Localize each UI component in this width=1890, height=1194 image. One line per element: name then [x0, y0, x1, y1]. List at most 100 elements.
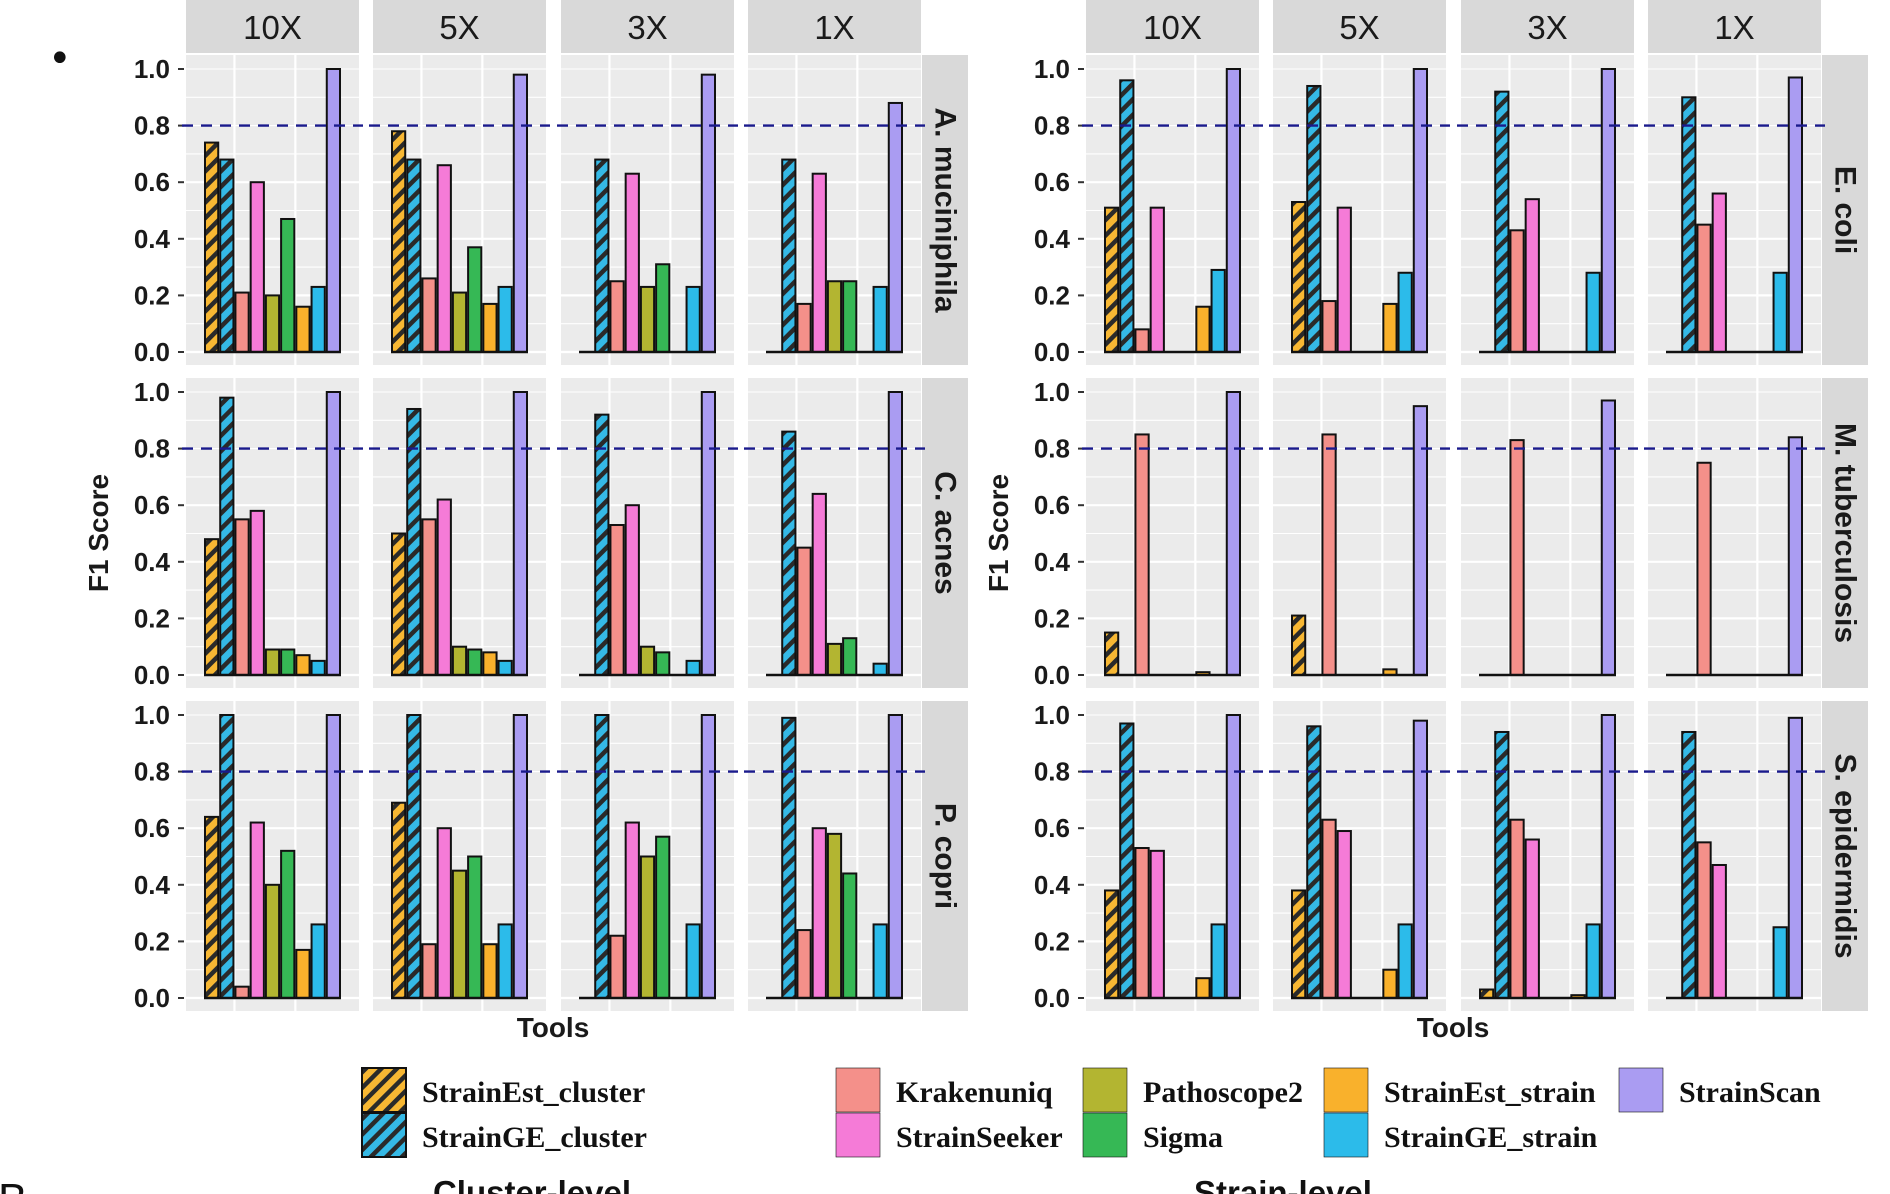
bar-strainge-strain — [872, 662, 888, 676]
facet-panel — [557, 378, 738, 688]
y-tick-label: 0.4 — [134, 870, 171, 900]
legend-swatch — [835, 1067, 881, 1113]
y-tick-label: 0.4 — [134, 224, 171, 254]
bar-strainest-cluster — [1104, 889, 1120, 1000]
species-label: P. copri — [929, 803, 962, 909]
bar-strainscan — [1225, 391, 1242, 676]
coverage-strip — [748, 0, 921, 53]
bar-strainest-strain — [1195, 305, 1211, 353]
bar-strainge-strain — [1585, 923, 1601, 999]
bar-krakenuniq — [234, 985, 250, 999]
y-tick-label: 0.4 — [1034, 547, 1071, 577]
bar-strainscan — [1600, 68, 1617, 353]
bar-sigma — [467, 648, 483, 677]
facet-panel — [1644, 701, 1825, 1011]
bar-strainseeker — [1711, 192, 1727, 353]
bar-pathoscope2 — [639, 285, 656, 353]
coverage-strip — [1086, 0, 1259, 53]
bar-strainscan — [1225, 714, 1242, 999]
y-tick-label: 1.0 — [1034, 377, 1070, 407]
y-tick-label: 0.0 — [134, 983, 170, 1013]
bar-krakenuniq — [1509, 439, 1525, 676]
bar-strainge-strain — [310, 659, 326, 676]
bar-strainge-strain — [310, 923, 326, 999]
legend-swatch — [835, 1112, 881, 1158]
y-tick-label: 0.4 — [134, 547, 171, 577]
bar-krakenuniq — [421, 277, 437, 354]
facet-panel — [369, 378, 550, 688]
bar-strainscan — [512, 714, 528, 999]
legend-item-strainge-cluster: StrainGE_cluster — [361, 1112, 647, 1158]
y-tick-label: 0.8 — [1034, 111, 1070, 141]
bar-strainscan — [325, 68, 341, 353]
y-tick-label: 0.0 — [134, 660, 170, 690]
bar-krakenuniq — [1696, 223, 1712, 353]
bar-strainge-cluster — [406, 714, 422, 999]
bar-sigma — [280, 849, 296, 1000]
bar-pathoscope2 — [451, 645, 468, 677]
coverage-label: 10X — [1143, 9, 1202, 46]
bar-strainseeker — [1336, 830, 1352, 1000]
bar-strainscan — [700, 714, 716, 999]
species-label: E. coli — [1829, 166, 1862, 254]
bar-krakenuniq — [796, 929, 812, 1000]
bar-strainseeker — [436, 827, 452, 1000]
bar-strainest-cluster — [391, 130, 407, 353]
y-tick-label: 0.8 — [134, 434, 170, 464]
bar-strainge-cluster — [219, 396, 235, 676]
y-tick-label: 0.8 — [134, 111, 170, 141]
coverage-label: 5X — [1339, 9, 1379, 46]
bar-strainge-cluster — [594, 714, 610, 999]
bar-strainscan — [512, 391, 528, 676]
legend-label: StrainGE_cluster — [422, 1121, 647, 1154]
bar-sigma — [280, 648, 296, 677]
bar-sigma — [467, 855, 483, 999]
y-axis-title: F1 Score — [83, 474, 114, 592]
bar-strainseeker — [249, 181, 265, 353]
facet-panel — [744, 55, 925, 365]
bar-strainscan — [887, 101, 903, 353]
bar-strainge-strain — [497, 285, 513, 353]
bullet-mark: • — [48, 36, 72, 82]
species-strip — [922, 55, 968, 365]
bar-strainge-strain — [685, 923, 701, 999]
x-axis-title: Tools — [517, 1012, 590, 1043]
legend-label: Krakenuniq — [896, 1076, 1053, 1109]
bar-strainest-strain — [482, 302, 498, 354]
bar-krakenuniq — [609, 524, 625, 677]
section-label-strain: Strain-level — [1194, 1174, 1372, 1194]
bar-sigma — [842, 280, 858, 353]
bar-strainscan — [700, 391, 716, 676]
coverage-strip — [373, 0, 546, 53]
bar-krakenuniq — [234, 518, 250, 676]
bar-strainge-cluster — [781, 158, 797, 353]
y-tick-label: 0.8 — [134, 757, 170, 787]
y-tick-label: 0.2 — [1034, 926, 1070, 956]
y-tick-label: 0.2 — [134, 280, 170, 310]
bar-pathoscope2 — [826, 832, 843, 999]
species-label: M. tuberculosis — [1829, 423, 1862, 643]
y-tick-label: 0.6 — [134, 490, 170, 520]
bar-sigma — [655, 263, 671, 353]
bar-krakenuniq — [1509, 229, 1525, 353]
bar-sigma — [655, 651, 671, 676]
bar-strainseeker — [249, 821, 265, 999]
facet-panel — [1269, 378, 1450, 688]
bar-krakenuniq — [234, 291, 250, 354]
y-tick-label: 0.0 — [134, 337, 170, 367]
bar-pathoscope2 — [639, 645, 656, 677]
species-strip — [922, 701, 968, 1011]
bar-strainscan — [325, 391, 341, 676]
legend-swatch — [1082, 1067, 1128, 1113]
y-tick-label: 0.2 — [134, 603, 170, 633]
facet-panel — [369, 701, 550, 1011]
bar-strainscan — [1412, 405, 1429, 676]
bar-strainest-cluster — [391, 801, 407, 999]
bar-strainest-strain — [295, 654, 311, 677]
bar-strainge-cluster — [1119, 722, 1135, 999]
bar-strainseeker — [1711, 863, 1727, 999]
bar-strainscan — [1412, 68, 1429, 353]
legend-item-pathoscope2: Pathoscope2 — [1082, 1067, 1303, 1113]
y-tick-label: 0.2 — [1034, 603, 1070, 633]
facet-panel — [1457, 378, 1638, 688]
